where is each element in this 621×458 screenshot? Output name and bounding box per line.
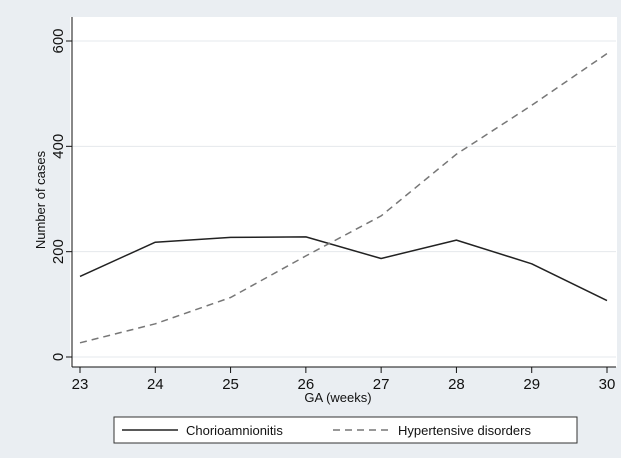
x-tick-label: 25	[222, 376, 239, 393]
legend-label-hypertensive-disorders: Hypertensive disorders	[398, 423, 531, 438]
series-line-hypertensive-disorders	[79, 52, 608, 344]
y-tick-label: 0	[50, 353, 67, 361]
legend-label-chorioamnionitis: Chorioamnionitis	[186, 423, 283, 438]
x-tick-label: 24	[147, 376, 164, 393]
tick-labels: 0 200 400 600 23 24 25 26 27 28 29 30	[50, 28, 615, 393]
x-tick-label: 26	[298, 376, 315, 393]
series-line-chorioamnionitis	[79, 236, 608, 302]
y-axis-title: Number of cases	[33, 150, 48, 249]
y-tick-label: 200	[50, 239, 67, 264]
axes	[66, 17, 616, 373]
legend: Chorioamnionitis Hypertensive disorders	[113, 416, 578, 444]
plot-area	[70, 17, 617, 367]
gridlines	[72, 40, 616, 358]
x-tick-label: 23	[72, 376, 89, 393]
series-group	[79, 52, 608, 344]
x-tick-label: 30	[599, 376, 616, 393]
y-tick-label: 400	[50, 134, 67, 159]
x-tick-label: 28	[448, 376, 465, 393]
y-tick-label: 600	[50, 28, 67, 53]
x-tick-label: 27	[373, 376, 390, 393]
x-axis-title: GA (weeks)	[304, 390, 371, 405]
x-tick-label: 29	[523, 376, 540, 393]
